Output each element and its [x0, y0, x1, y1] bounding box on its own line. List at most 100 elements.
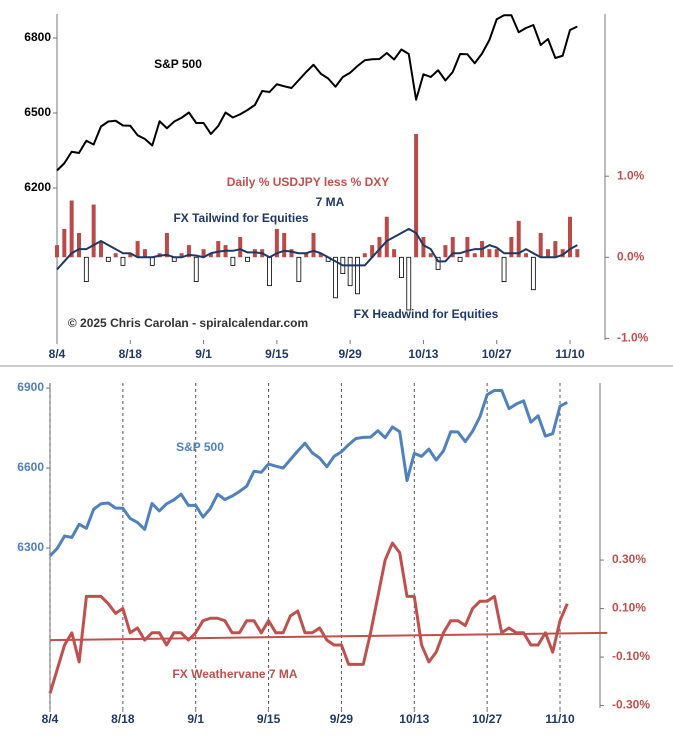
- y2-tick-label: 0.30%: [612, 552, 646, 566]
- x-tick-label: 8/18: [119, 347, 143, 361]
- bar: [370, 245, 375, 258]
- line: [48, 388, 568, 558]
- bar: [516, 220, 521, 258]
- line: [56, 14, 578, 172]
- bar: [362, 253, 367, 258]
- bar: [494, 249, 499, 258]
- bar: [575, 249, 580, 258]
- bar: [245, 256, 250, 262]
- bar: [347, 256, 353, 287]
- bar: [98, 241, 103, 258]
- bar: [179, 253, 184, 258]
- bar: [443, 245, 448, 258]
- bar: [487, 249, 492, 258]
- bar: [450, 237, 455, 258]
- bar: [538, 232, 543, 258]
- bar: [164, 232, 169, 258]
- bar: [282, 232, 287, 258]
- y2-tick-label: -0.10%: [612, 649, 650, 663]
- x-tick-label: 8/4: [49, 347, 66, 361]
- y-tick-label: 6800: [24, 30, 51, 44]
- y-tick-label: 6300: [17, 540, 44, 554]
- bar: [208, 253, 213, 258]
- bar: [274, 228, 279, 258]
- x-tick-label: 10/27: [472, 712, 502, 726]
- bar: [267, 256, 272, 287]
- bar: [524, 253, 529, 258]
- bar: [355, 256, 360, 295]
- bar: [406, 256, 412, 311]
- bar: [311, 232, 316, 258]
- bar: [333, 256, 338, 299]
- bar: [230, 256, 236, 266]
- x-tick-label: 9/15: [265, 347, 289, 361]
- bar: [318, 253, 323, 258]
- x-tick-label: 11/10: [555, 347, 585, 361]
- x-tick-label: 8/4: [42, 712, 59, 726]
- x-tick-label: 9/29: [338, 347, 362, 361]
- y2-tick-label: 1.0%: [617, 168, 645, 182]
- bar: [128, 253, 133, 258]
- bar: [304, 253, 309, 258]
- annotation: FX Headwind for Equities: [354, 307, 499, 321]
- x-tick-label: 9/15: [257, 712, 281, 726]
- y-tick-label: 6500: [24, 105, 51, 119]
- x-tick-label: 11/10: [545, 712, 575, 726]
- bar: [91, 204, 96, 258]
- bar: [113, 253, 118, 258]
- y-tick-label: 6200: [24, 180, 51, 194]
- line: [48, 541, 569, 694]
- y2-tick-label: -0.30%: [612, 698, 650, 712]
- x-tick-label: 9/1: [187, 712, 204, 726]
- annotation: FX Weathervane 7 MA: [172, 667, 297, 681]
- bar: [384, 216, 389, 258]
- bar: [428, 253, 433, 258]
- bar: [414, 134, 419, 258]
- y2-tick-label: 0.10%: [612, 601, 646, 615]
- bar: [472, 253, 477, 258]
- bar: [55, 245, 59, 258]
- bar: [120, 256, 126, 266]
- bar: [501, 256, 507, 283]
- bar: [149, 256, 155, 266]
- annotation: S&P 500: [176, 440, 224, 454]
- annotation: Daily % USDJPY less % DXY: [227, 175, 390, 189]
- y-tick-label: 6900: [17, 380, 44, 394]
- bar: [560, 249, 565, 258]
- bar: [83, 256, 89, 283]
- annotation: S&P 500: [154, 57, 202, 71]
- bar: [76, 232, 81, 258]
- x-tick-label: 9/29: [330, 712, 354, 726]
- x-tick-label: 9/1: [195, 347, 212, 361]
- bar: [421, 237, 426, 258]
- annotation: FX Tailwind for Equities: [173, 211, 308, 225]
- bar: [465, 237, 470, 258]
- line: [56, 227, 578, 271]
- bar: [135, 241, 140, 258]
- bar: [377, 237, 382, 258]
- annotation: 7 MA: [316, 195, 345, 209]
- bar: [62, 228, 67, 258]
- x-tick-label: 10/27: [482, 347, 512, 361]
- bar: [553, 241, 558, 258]
- bar: [509, 237, 514, 258]
- bar: [238, 237, 243, 258]
- bar: [568, 216, 572, 258]
- bar: [399, 256, 404, 278]
- annotation: © 2025 Chris Carolan - spiralcalendar.co…: [68, 316, 308, 330]
- bar: [435, 256, 441, 270]
- bar: [193, 256, 199, 283]
- y2-tick-label: -1.0%: [617, 331, 649, 345]
- bar: [201, 249, 206, 258]
- bar: [186, 245, 191, 258]
- x-tick-label: 8/18: [111, 712, 135, 726]
- bar: [546, 249, 551, 258]
- y-tick-label: 6600: [17, 460, 44, 474]
- bar: [216, 241, 221, 258]
- bar: [457, 256, 463, 262]
- bar: [289, 249, 294, 258]
- bar: [296, 256, 302, 283]
- bar: [142, 249, 147, 258]
